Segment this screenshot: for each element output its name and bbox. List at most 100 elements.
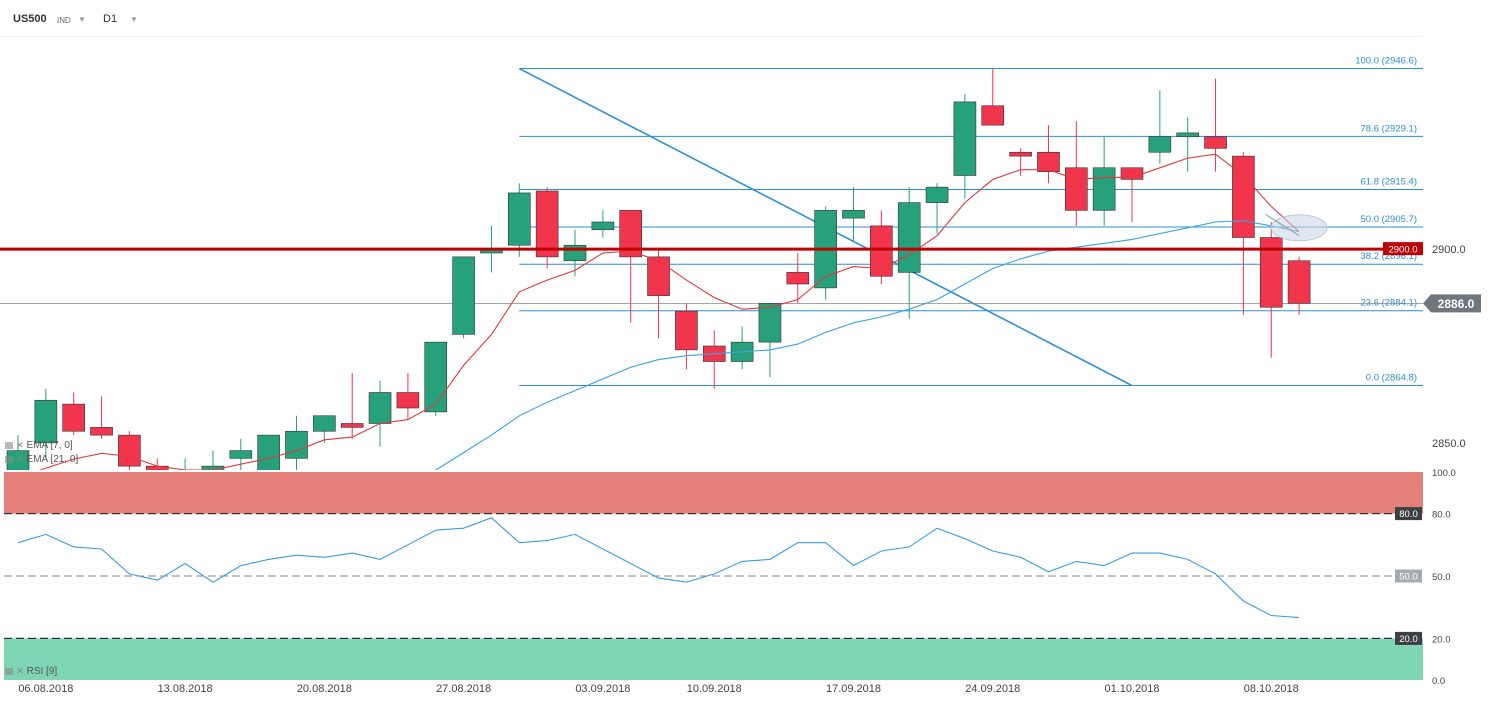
- bearish-candle[interactable]: [1204, 78, 1227, 172]
- last-price-label: 2886.0: [1438, 297, 1475, 311]
- bullish-candle[interactable]: [34, 388, 58, 459]
- candle-body: [507, 192, 531, 246]
- candle-body: [1232, 155, 1255, 238]
- bearish-candle[interactable]: [90, 396, 113, 439]
- bullish-candle[interactable]: [1148, 90, 1172, 164]
- bullish-candle[interactable]: [285, 415, 308, 470]
- x-axis-tick-label: 06.08.2018: [18, 683, 73, 695]
- x-axis-tick-label: 03.09.2018: [575, 683, 630, 695]
- bullish-candle[interactable]: [6, 435, 30, 513]
- bearish-candle[interactable]: [1232, 152, 1255, 315]
- close-icon[interactable]: ✕: [16, 440, 24, 450]
- rsi-axis-tick-label: 50.0: [1432, 572, 1451, 583]
- chevron-down-icon[interactable]: ▼: [130, 15, 138, 24]
- fib-level-label: 61.8 (2915.4): [1360, 176, 1417, 187]
- bullish-candle[interactable]: [368, 380, 392, 447]
- level-label-box: [1383, 242, 1423, 256]
- rsi-line: [17, 517, 1300, 619]
- bearish-candle[interactable]: [1065, 121, 1088, 226]
- candle-body: [870, 225, 893, 277]
- bearish-candle[interactable]: [702, 330, 726, 389]
- close-icon[interactable]: ✕: [16, 454, 24, 464]
- x-axis-tick-label: 20.08.2018: [297, 683, 352, 695]
- candle-body: [925, 186, 949, 203]
- bearish-candle[interactable]: [675, 303, 698, 370]
- rsi-level-tag: [1395, 507, 1422, 521]
- x-axis-tick-label: 27.08.2018: [436, 683, 491, 695]
- y-axis-tick-label: 2900.0: [1432, 244, 1466, 256]
- bullish-candle[interactable]: [507, 183, 531, 257]
- price-plot-area: 100.0 (2946.6) 78.6 (2929.1) 61.8 (2915.4)…: [0, 36, 1423, 513]
- bearish-candle[interactable]: [535, 187, 559, 269]
- bearish-candle[interactable]: [1037, 125, 1060, 184]
- bullish-candle[interactable]: [814, 206, 837, 300]
- x-axis-tick-label: 01.10.2018: [1104, 683, 1159, 695]
- bearish-candle[interactable]: [1259, 222, 1283, 358]
- bearish-candle[interactable]: [870, 210, 893, 284]
- bullish-candle[interactable]: [229, 439, 253, 497]
- bullish-candle[interactable]: [842, 187, 865, 242]
- bullish-candle[interactable]: [424, 341, 448, 416]
- bullish-candle[interactable]: [591, 210, 615, 238]
- bullish-candle[interactable]: [953, 94, 977, 199]
- candle-body: [591, 221, 615, 231]
- bullish-candle[interactable]: [313, 415, 336, 443]
- bullish-candle[interactable]: [1176, 117, 1199, 172]
- y-axis-tick-label: 2850.0: [1432, 438, 1466, 450]
- symbol-label[interactable]: US500: [13, 13, 47, 25]
- bearish-candle[interactable]: [1120, 167, 1144, 222]
- bullish-candle[interactable]: [1092, 136, 1116, 226]
- x-axis-tick-label: 17.09.2018: [826, 683, 881, 695]
- bullish-candle[interactable]: [758, 303, 782, 377]
- candle-body: [90, 427, 113, 436]
- rsi-level-tag: [1395, 631, 1422, 645]
- timeframe-selector[interactable]: D1: [103, 13, 118, 25]
- bearish-candle[interactable]: [1009, 148, 1032, 176]
- candle-body: [118, 434, 141, 467]
- fib-level-label: 100.0 (2946.6): [1355, 56, 1417, 67]
- candle-body: [452, 256, 475, 335]
- bearish-candle[interactable]: [786, 253, 810, 304]
- bullish-candle[interactable]: [563, 229, 587, 277]
- bearish-candle[interactable]: [981, 68, 1005, 126]
- close-icon[interactable]: ✕: [16, 666, 24, 676]
- bullish-candle[interactable]: [897, 187, 921, 319]
- candle-body: [1259, 237, 1283, 308]
- rsi-axis-tick-label: 20.0: [1432, 634, 1451, 645]
- ema-slow-legend[interactable]: ✕ EMA [21, 0]: [5, 454, 78, 465]
- chart-header: US500 IND ▼ D1 ▼: [0, 0, 1492, 36]
- rsi-axis-tick-label: 80.0: [1432, 510, 1451, 521]
- candle-body: [368, 392, 392, 424]
- bearish-candle[interactable]: [340, 373, 364, 439]
- rsi-name: RSI: [26, 666, 44, 677]
- bearish-candle[interactable]: [396, 373, 420, 420]
- bearish-candle[interactable]: [647, 249, 670, 339]
- highlight-ellipse[interactable]: [1270, 214, 1328, 242]
- fib-level-label: 0.0 (2864.8): [1366, 373, 1417, 384]
- bullish-candle[interactable]: [174, 458, 196, 512]
- bearish-candle[interactable]: [619, 210, 643, 323]
- bearish-candle[interactable]: [1287, 256, 1311, 315]
- rsi-legend[interactable]: ✕ RSI [9]: [5, 666, 57, 677]
- ema-fast-legend[interactable]: ✕ EMA [7, 0]: [5, 440, 73, 451]
- x-axis-tick-label: 13.08.2018: [158, 683, 213, 695]
- bullish-candle[interactable]: [730, 326, 754, 370]
- visibility-toggle-icon[interactable]: [5, 455, 13, 463]
- candle-body: [201, 465, 225, 470]
- instrument-type-badge: IND: [57, 16, 71, 25]
- visibility-toggle-icon[interactable]: [5, 441, 13, 449]
- bullish-candle[interactable]: [452, 256, 475, 339]
- candle-body: [1037, 151, 1060, 172]
- fib-level-label: 50.0 (2905.7): [1360, 214, 1417, 225]
- chevron-down-icon[interactable]: ▼: [78, 15, 86, 24]
- candle-body: [34, 399, 58, 444]
- bearish-candle[interactable]: [62, 392, 86, 436]
- visibility-toggle-icon[interactable]: [5, 667, 13, 675]
- candle-body: [1287, 260, 1311, 304]
- bullish-candle[interactable]: [925, 183, 949, 234]
- rsi-axis-tick-label: 100.0: [1432, 468, 1456, 479]
- bullish-candle[interactable]: [257, 434, 280, 485]
- axis-layer: 2850.0 2900.0 2900.0 2886.0 06.08.2018 13.08.…: [18, 242, 1481, 695]
- bullish-candle[interactable]: [201, 450, 225, 498]
